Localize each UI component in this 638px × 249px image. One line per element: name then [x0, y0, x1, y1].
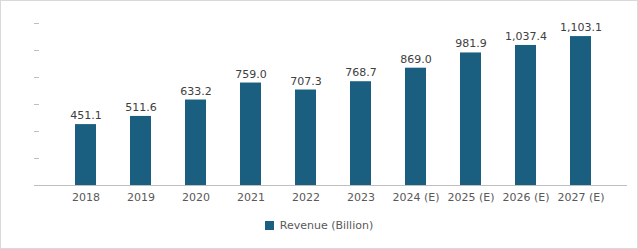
- svg-text:768.7: 768.7: [345, 66, 377, 79]
- svg-text:759.0: 759.0: [235, 68, 267, 81]
- svg-text:2021: 2021: [237, 191, 265, 204]
- svg-text:2024 (E): 2024 (E): [392, 191, 439, 204]
- svg-text:2026 (E): 2026 (E): [502, 191, 549, 204]
- svg-text:981.9: 981.9: [455, 37, 487, 50]
- svg-text:633.2: 633.2: [180, 85, 212, 98]
- html-text:Revenue (Billion): Revenue (Billion): [279, 218, 374, 232]
- svg-text:1,037.4: 1,037.4: [505, 30, 547, 43]
- svg-text:2023: 2023: [347, 191, 375, 204]
- svg-text:2018: 2018: [72, 191, 100, 204]
- svg-text:2020: 2020: [182, 191, 210, 204]
- svg-text:707.3: 707.3: [290, 75, 322, 88]
- svg-text:2022: 2022: [292, 191, 320, 204]
- svg-text:2025 (E): 2025 (E): [447, 191, 494, 204]
- svg-text:2027 (E): 2027 (E): [557, 191, 604, 204]
- svg-text:1,103.1: 1,103.1: [560, 21, 602, 34]
- svg-text:869.0: 869.0: [400, 53, 432, 66]
- svg-text:451.1: 451.1: [70, 109, 102, 122]
- svg-text:511.6: 511.6: [125, 101, 157, 114]
- svg-text:2019: 2019: [127, 191, 155, 204]
